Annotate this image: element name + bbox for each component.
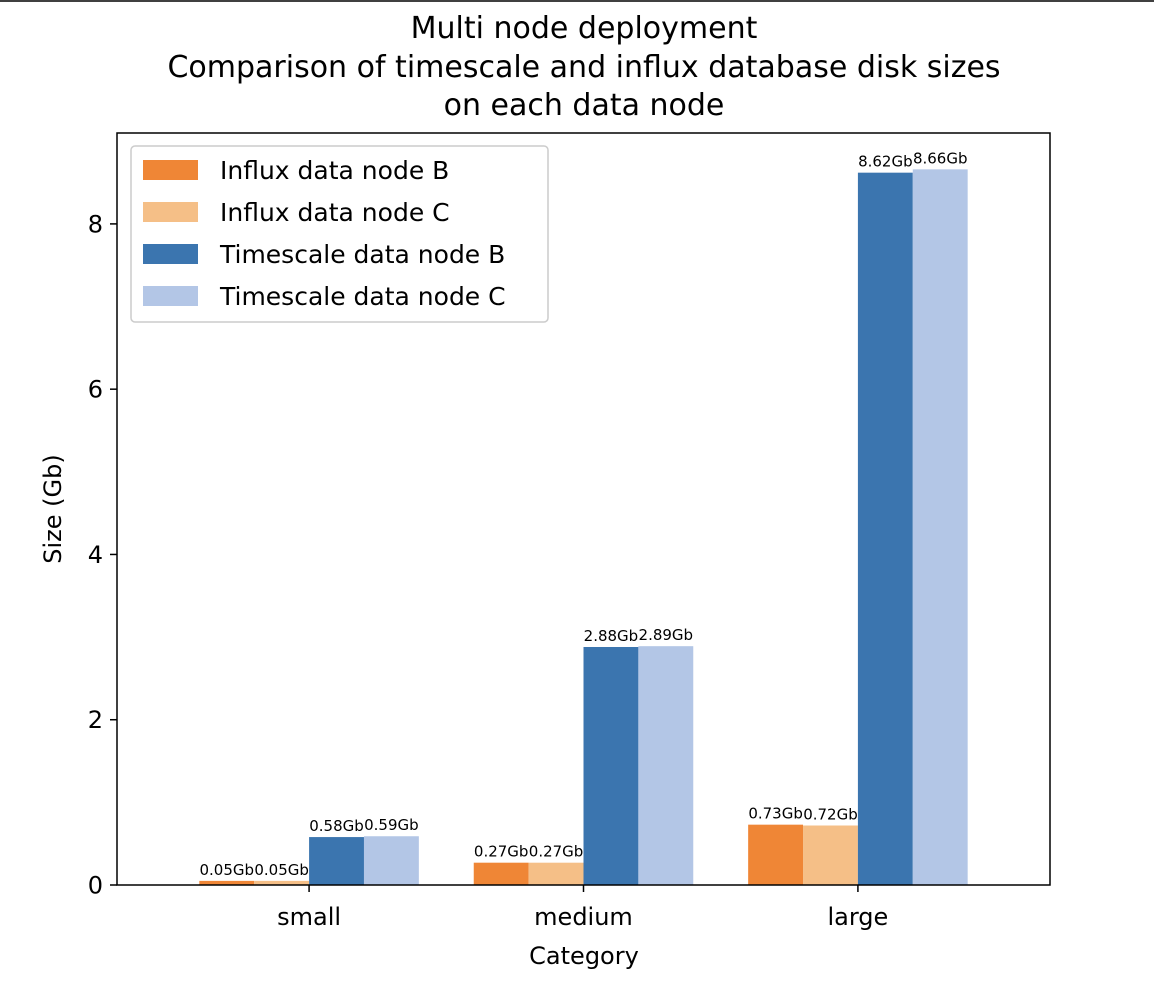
plot-frame <box>116 132 1051 886</box>
bar-timescale-data-node-b-small <box>309 837 364 885</box>
bar-value-label: 0.73Gb <box>748 805 803 823</box>
bar-value-label: 0.58Gb <box>309 817 364 835</box>
bar-influx-data-node-c-large <box>803 825 858 885</box>
title-line-1: Multi node deployment <box>411 11 758 46</box>
bar-timescale-data-node-c-small <box>363 836 419 885</box>
bar-value-label: 2.89Gb <box>639 626 694 644</box>
bars <box>199 169 968 886</box>
legend-swatch <box>143 244 198 264</box>
x-axis: small medium large <box>277 885 888 931</box>
bar-influx-data-node-b-medium <box>473 862 529 885</box>
y-axis: 0 2 4 6 8 <box>88 210 117 900</box>
legend-label: Timescale data node C <box>219 282 506 311</box>
title-line-3: on each data node <box>444 88 725 123</box>
bar-value-label: 0.59Gb <box>364 816 419 834</box>
bar-value-label: 0.27Gb <box>529 843 584 861</box>
y-tick-label: 0 <box>88 872 103 900</box>
y-tick-label: 4 <box>88 541 103 569</box>
legend-swatch <box>143 286 198 306</box>
bar-value-label: 0.05Gb <box>254 861 309 879</box>
y-tick-label: 2 <box>88 706 103 734</box>
legend-label: Influx data node C <box>220 198 450 227</box>
x-tick-label-large: large <box>827 903 888 931</box>
legend-label: Influx data node B <box>220 156 449 185</box>
legend-box <box>130 145 549 323</box>
bar-influx-data-node-b-large <box>748 824 804 885</box>
bar-influx-data-node-b-small <box>199 880 255 885</box>
bar-value-label: 0.27Gb <box>474 843 529 861</box>
title-line-2: Comparison of timescale and influx datab… <box>167 50 1000 85</box>
bar-value-label: 2.88Gb <box>584 627 639 645</box>
bar-timescale-data-node-c-medium <box>638 646 694 885</box>
x-tick-label-medium: medium <box>534 903 633 931</box>
bar-value-label: 0.05Gb <box>199 861 254 879</box>
bar-value-label: 8.62Gb <box>858 153 913 171</box>
bar-timescale-data-node-b-medium <box>583 647 639 885</box>
bar-timescale-data-node-c-large <box>912 169 968 886</box>
legend: Influx data node B Influx data node C Time… <box>130 145 549 323</box>
bar-influx-data-node-c-small <box>254 880 310 885</box>
bar-influx-data-node-c-medium <box>528 862 584 885</box>
legend-label: Timescale data node B <box>219 240 505 269</box>
y-axis-title: Size (Gb) <box>39 454 67 563</box>
bar-value-label: 8.66Gb <box>913 149 968 167</box>
x-tick-label-small: small <box>277 903 341 931</box>
chart-title: Multi node deployment Comparison of time… <box>167 11 1000 123</box>
bar-labels: 0.05Gb 0.27Gb 0.73Gb 0.05Gb 0.27Gb 0.72Gb 0.58… <box>199 149 967 879</box>
legend-swatch <box>143 202 198 222</box>
bar-timescale-data-node-b-large <box>857 172 913 886</box>
x-axis-title: Category <box>529 942 639 970</box>
bar-value-label: 0.72Gb <box>803 806 858 824</box>
legend-swatch <box>143 160 198 180</box>
y-tick-label: 6 <box>88 376 103 404</box>
y-tick-label: 8 <box>88 210 103 238</box>
